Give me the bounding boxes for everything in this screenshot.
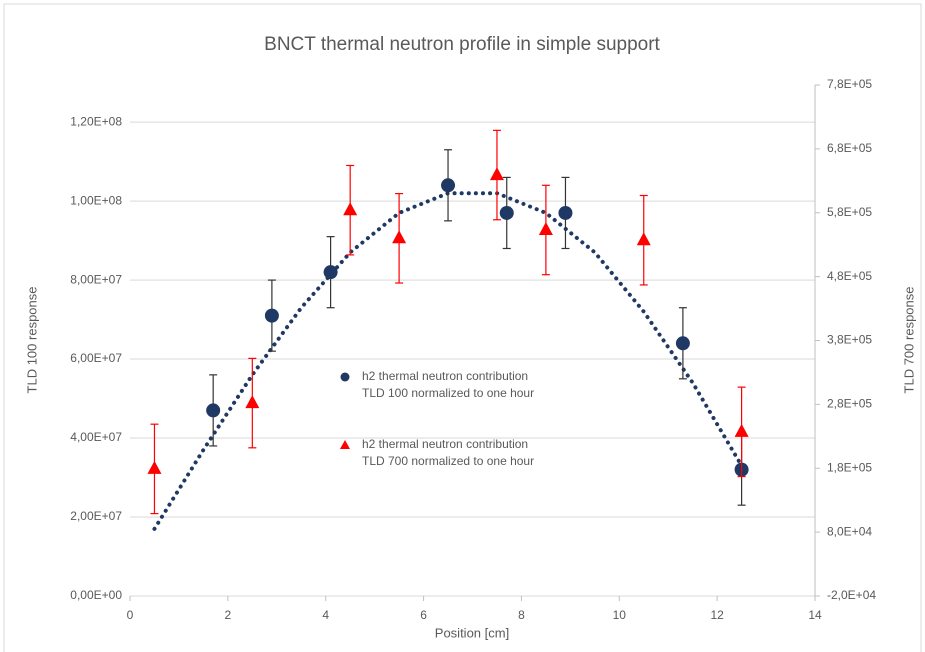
- y-tick-label: 6,00E+07: [70, 351, 122, 365]
- y-tick-label: 1,20E+08: [70, 114, 122, 128]
- data-point: [441, 178, 456, 193]
- x-tick-label: 12: [710, 608, 724, 622]
- x-tick-label: 4: [322, 608, 329, 622]
- chart-border: [3, 3, 922, 652]
- data-point: [734, 423, 749, 437]
- y2-tick-label: 6,8E+05: [827, 141, 872, 155]
- x-tick-label: 2: [225, 608, 232, 622]
- legend-marker: [340, 440, 350, 449]
- x-axis-label: Position [cm]: [435, 625, 509, 640]
- x-tick-label: 10: [613, 608, 627, 622]
- x-tick-label: 6: [420, 608, 427, 622]
- data-point: [392, 230, 407, 244]
- y2-tick-label: -2,0E+04: [827, 588, 876, 602]
- data-point: [499, 205, 514, 220]
- legend-marker: [340, 372, 350, 382]
- legend-label: h2 thermal neutron contribution TLD 700 …: [362, 437, 535, 468]
- data-point: [245, 395, 260, 409]
- y2-tick-label: 8,0E+04: [827, 524, 872, 538]
- y-tick-label: 1,00E+08: [70, 193, 122, 207]
- data-point: [343, 202, 358, 216]
- y2-axis-label: TLD 700 response: [901, 287, 916, 394]
- y-axis-label: TLD 100 response: [24, 287, 39, 394]
- x-tick-label: 14: [808, 608, 822, 622]
- y-tick-label: 0,00E+00: [70, 588, 122, 602]
- x-tick-label: 0: [127, 608, 134, 622]
- y-tick-label: 4,00E+07: [70, 430, 122, 444]
- y-tick-label: 2,00E+07: [70, 509, 122, 523]
- data-point: [489, 167, 504, 181]
- data-point: [147, 460, 162, 474]
- y2-tick-label: 3,8E+05: [827, 333, 872, 347]
- y2-tick-label: 5,8E+05: [827, 205, 872, 219]
- y-tick-label: 8,00E+07: [70, 272, 122, 286]
- x-tick-label: 8: [518, 608, 525, 622]
- y2-tick-label: 4,8E+05: [827, 269, 872, 283]
- data-point: [323, 265, 338, 280]
- y2-tick-label: 1,8E+05: [827, 460, 872, 474]
- data-point: [675, 336, 690, 351]
- data-point: [636, 232, 651, 246]
- legend-label: h2 thermal neutron contribution TLD 100 …: [362, 369, 535, 400]
- data-point: [538, 221, 553, 235]
- data-point: [206, 403, 221, 418]
- data-point: [558, 205, 573, 220]
- chart-title: BNCT thermal neutron profile in simple s…: [264, 34, 660, 55]
- y2-tick-label: 2,8E+05: [827, 397, 872, 411]
- data-point: [264, 308, 279, 323]
- y2-tick-label: 7,8E+05: [827, 77, 872, 91]
